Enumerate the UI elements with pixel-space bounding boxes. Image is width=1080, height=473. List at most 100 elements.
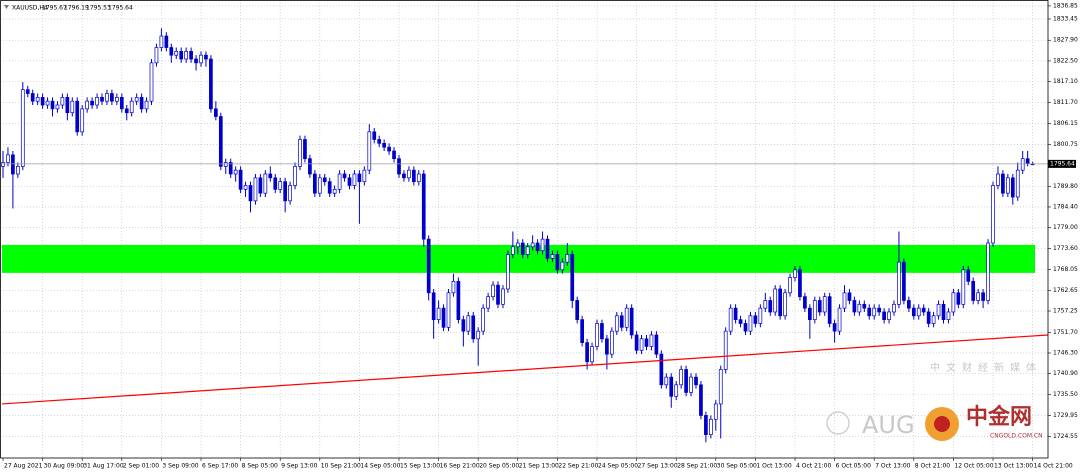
candle-body [733,307,738,320]
candle-body [6,154,10,163]
candle-body [951,292,956,313]
candle-body [1,162,5,167]
x-tick-label: 1 Oct 13:00 [756,463,791,470]
candle-body [981,292,985,301]
candle-body [941,303,946,320]
candle-body [565,254,570,263]
grid [0,0,1048,458]
candle-body [783,292,787,317]
candle-body [456,280,461,320]
candle-body [402,173,406,179]
candle-body [961,269,966,305]
candle-body [337,173,342,190]
candle-body [129,100,134,114]
candle-body [867,307,872,317]
x-tick-label: 22 Sep 21:00 [558,463,598,470]
candle-body [931,315,936,324]
candle-body [669,376,674,397]
x-tick-label: 4 Oct 21:00 [796,463,831,470]
candle-body [204,54,208,60]
candle-body [605,338,609,355]
candle-body [659,353,664,386]
y-tick-label: 1806.15 [1053,120,1078,127]
candle-body [580,319,585,343]
y-tick-label: 1768.05 [1053,266,1078,273]
candle-body [887,311,891,320]
candle-body [822,296,827,313]
x-tick-label: 6 Sep 17:00 [202,463,238,470]
candle-body [387,146,391,152]
candle-body [377,139,382,144]
candle-body [639,338,644,351]
candle-body [817,300,822,313]
candle-body [30,93,35,102]
candle-body [392,150,396,160]
candle-body [832,323,837,332]
candle-body [674,384,679,397]
candle-body [768,300,773,313]
candle-body [441,307,446,328]
candle-body [352,173,357,186]
candle-body [342,173,347,179]
x-tick-label: 21 Sep 13:00 [519,463,559,470]
y-tick-label: 1784.40 [1053,203,1078,210]
candle-body [916,307,921,317]
candle-body [560,261,565,271]
candle-body [184,51,188,60]
candle-body [248,185,253,202]
candle-body [55,104,60,110]
candle-body [862,303,867,309]
candle-body [214,108,218,117]
x-tick-label: 16 Sep 21:00 [440,463,480,470]
candle-body [179,51,184,60]
candle-body [421,173,426,240]
x-tick-label: 8 Sep 05:00 [242,463,278,470]
candle-body [397,158,401,175]
candle-body [991,185,995,244]
candle-body [624,307,629,328]
candle-body [803,296,807,309]
candle-body [283,181,287,202]
candle-body [506,254,510,290]
candle-body [788,277,792,294]
watermark-domain: CNGOLD.COM.CN [990,433,1043,440]
candle-body [119,96,124,110]
x-tick-label: 6 Oct 05:00 [836,463,871,470]
candle-body [614,315,619,332]
candle-body [798,269,802,297]
candle-body [253,177,258,202]
candle-body [842,292,847,309]
x-tick-label: 3 Sep 09:00 [162,463,198,470]
candle-body [936,303,941,317]
candle-body [461,319,466,332]
candle-body [649,334,654,347]
x-tick-label: 14 Sep 05:00 [360,463,400,470]
x-tick-label: 10 Sep 21:00 [321,463,361,470]
ohlc-high: 1796.19 [64,5,89,12]
candle-body [238,169,243,190]
watermark-logo-core [934,416,950,432]
candle-body [35,96,40,102]
y-tick-label: 1751.70 [1053,329,1078,336]
candle-body [303,139,307,160]
candle-body [412,169,416,183]
candle-body [664,376,669,386]
candle-body [684,369,688,393]
ohlc-close: 1795.64 [108,5,133,12]
trend-line [1,334,1049,405]
candle-body [45,100,50,106]
y-tick-label: 1822.50 [1053,57,1078,64]
candle-body [629,307,634,336]
candle-body [812,300,817,320]
x-tick-label: 9 Sep 13:00 [281,463,317,470]
y-tick-label: 1724.55 [1053,433,1078,440]
candle-body [317,177,322,194]
x-tick-label: 20 Sep 05:00 [479,463,519,470]
candle-body [100,96,104,102]
x-tick-label: 31 Aug 17:00 [83,463,124,470]
candle-body [268,173,273,179]
price-label-bg [1048,159,1076,168]
support-zone [2,244,1035,273]
candle-body [550,254,555,259]
candle-body [65,96,70,114]
